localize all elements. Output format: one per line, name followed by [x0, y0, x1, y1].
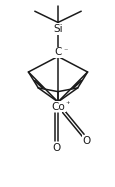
Text: O: O	[52, 143, 60, 153]
Text: ⁻: ⁻	[63, 46, 68, 55]
Text: Si: Si	[53, 24, 62, 34]
Text: C: C	[54, 47, 61, 57]
Text: Co: Co	[51, 102, 64, 112]
Text: O: O	[82, 136, 90, 146]
Text: ⁺: ⁺	[65, 100, 69, 109]
